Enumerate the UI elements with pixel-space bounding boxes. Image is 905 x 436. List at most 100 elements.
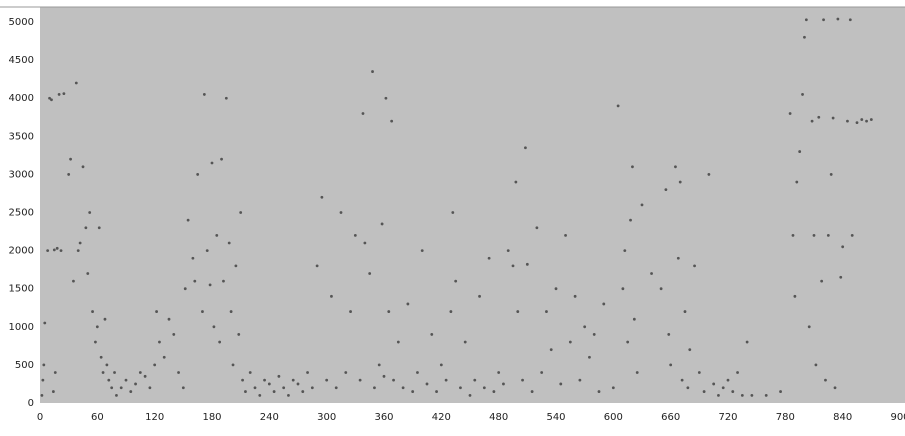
point <box>339 211 343 214</box>
point <box>855 121 859 125</box>
point <box>430 333 434 336</box>
point <box>521 378 524 382</box>
point <box>306 371 309 374</box>
point <box>113 371 116 374</box>
point <box>94 340 97 344</box>
point <box>798 150 802 153</box>
point <box>860 118 864 121</box>
point <box>463 340 467 344</box>
point <box>839 275 843 279</box>
point <box>829 173 833 176</box>
y-tick-label: 1500 <box>9 284 34 295</box>
point <box>231 363 235 367</box>
point <box>492 390 496 393</box>
point <box>473 378 477 382</box>
point <box>229 310 233 313</box>
point <box>406 302 410 306</box>
point <box>52 248 56 252</box>
point <box>51 390 55 393</box>
point <box>363 241 367 245</box>
point <box>516 310 520 313</box>
point <box>181 386 185 390</box>
point <box>110 386 114 390</box>
point <box>592 333 596 336</box>
point <box>103 317 107 321</box>
x-tick-label: 60 <box>91 412 104 423</box>
point <box>678 180 682 184</box>
point <box>791 233 795 237</box>
point <box>788 112 792 115</box>
point <box>368 272 372 275</box>
point <box>869 118 873 121</box>
point <box>793 294 797 298</box>
point <box>129 390 133 393</box>
point <box>530 390 534 393</box>
point <box>820 279 824 283</box>
point <box>631 165 634 169</box>
point <box>674 165 677 169</box>
point <box>814 363 818 367</box>
point <box>721 386 725 390</box>
point <box>153 363 157 367</box>
point <box>822 18 825 22</box>
point <box>750 393 754 397</box>
point <box>40 393 44 397</box>
point <box>659 287 663 291</box>
point <box>57 93 61 96</box>
point <box>764 393 768 397</box>
point <box>736 371 739 374</box>
point <box>205 249 209 253</box>
point <box>804 18 808 22</box>
point <box>377 363 381 367</box>
point <box>218 340 222 344</box>
point <box>107 378 111 382</box>
point <box>158 340 161 344</box>
x-tick-label: 0 <box>37 412 43 423</box>
point <box>208 283 212 287</box>
point <box>564 233 567 237</box>
point <box>267 382 271 386</box>
point <box>667 333 671 336</box>
point <box>801 93 804 96</box>
point <box>320 195 324 199</box>
point <box>401 386 405 390</box>
point <box>244 390 247 393</box>
point <box>78 241 82 245</box>
point <box>296 382 300 386</box>
point <box>731 390 735 393</box>
point <box>99 355 103 359</box>
point <box>387 310 391 313</box>
point <box>53 371 57 374</box>
point <box>222 279 225 283</box>
point <box>177 371 180 374</box>
point <box>315 264 319 268</box>
point <box>196 173 200 176</box>
point <box>449 310 453 313</box>
y-tick-label: 2000 <box>9 246 34 257</box>
point <box>234 264 238 268</box>
point <box>155 310 158 313</box>
point <box>680 378 684 382</box>
point <box>41 378 45 382</box>
point <box>210 161 214 165</box>
point <box>97 226 101 230</box>
point <box>48 96 51 100</box>
point <box>241 378 244 382</box>
point <box>353 233 357 237</box>
point <box>865 119 868 123</box>
point <box>707 173 711 176</box>
point <box>72 279 75 283</box>
point <box>451 211 455 214</box>
point <box>578 378 582 382</box>
y-tick-label: 3000 <box>9 169 34 180</box>
point <box>191 256 195 260</box>
point <box>836 17 840 21</box>
point <box>602 302 606 306</box>
x-tick-label: 420 <box>432 412 451 423</box>
point <box>626 340 630 344</box>
x-tick-label: 120 <box>145 412 164 423</box>
y-tick-label: 500 <box>15 360 34 371</box>
point <box>549 348 553 352</box>
plot-area <box>40 7 905 403</box>
x-tick-label: 480 <box>489 412 508 423</box>
